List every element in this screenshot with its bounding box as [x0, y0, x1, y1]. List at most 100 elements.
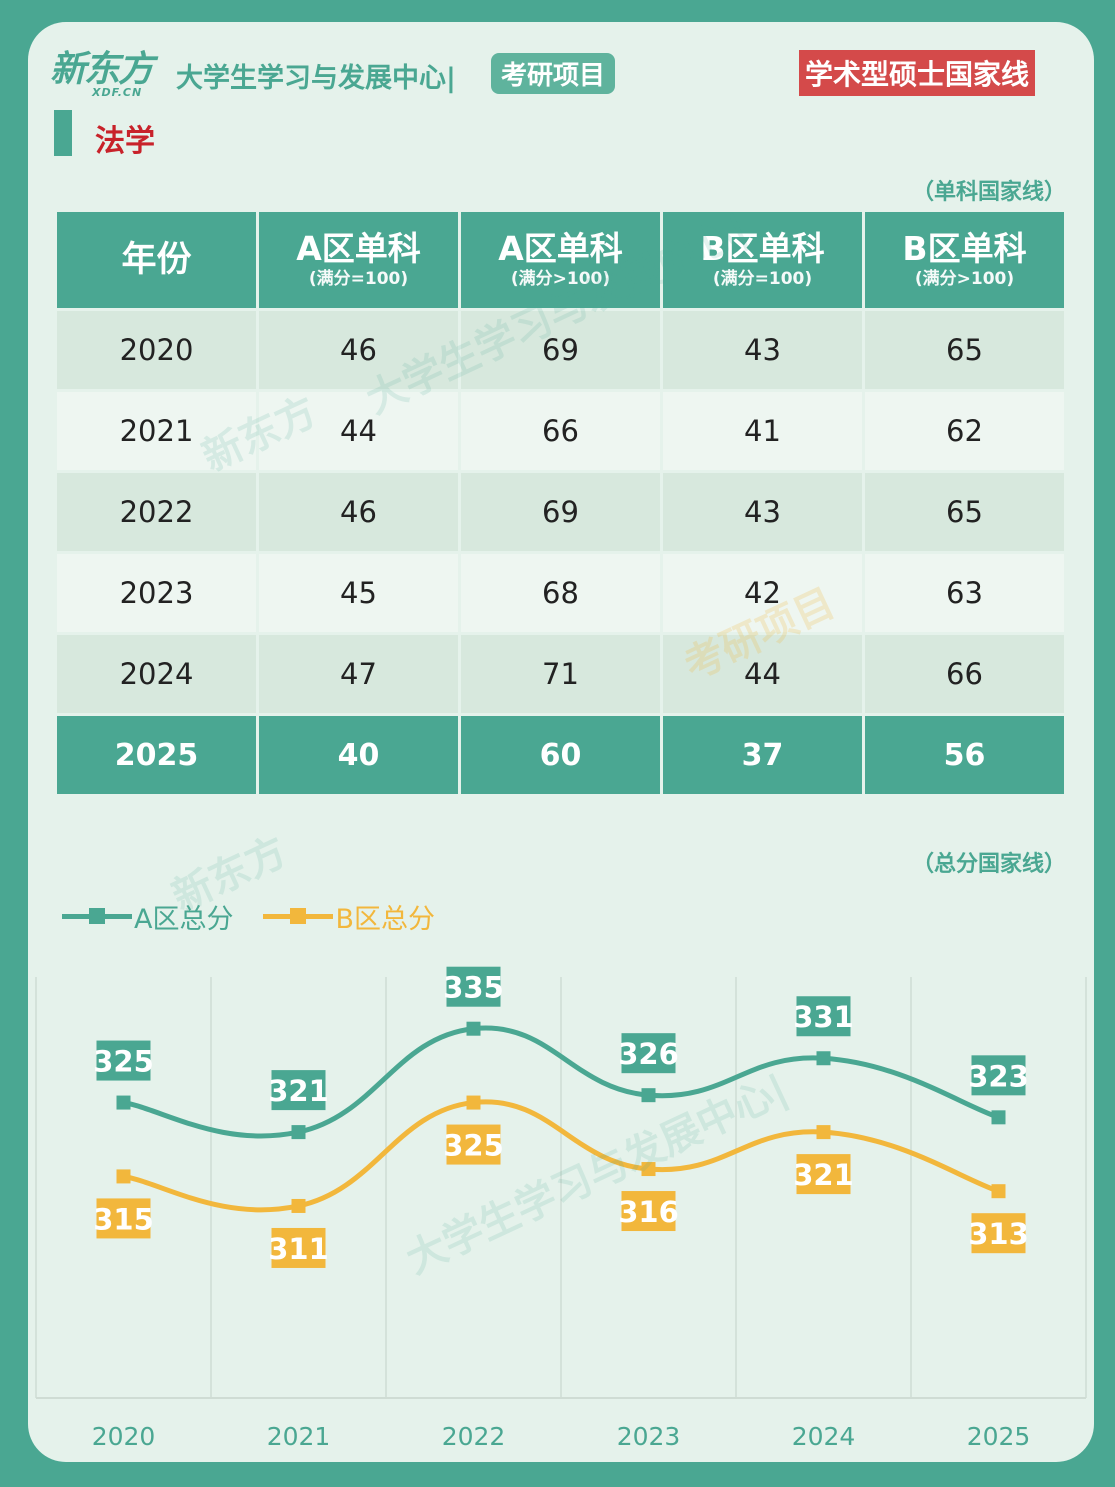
- data-label: 321: [268, 1074, 329, 1108]
- cell-b-100: 41: [660, 389, 865, 473]
- header-a-over100: A区单科 (满分>100): [458, 209, 663, 311]
- data-label-box: [971, 1055, 1026, 1096]
- xdf-logo: 新东方 XDF.CN: [50, 49, 154, 100]
- table-note: （单科国家线）: [911, 180, 1066, 205]
- data-point-marker: [291, 1125, 306, 1140]
- cell-a-over100: 69: [458, 470, 663, 554]
- infographic-card: 新东方 XDF.CN 大学生学习与发展中心| 考研项目 学术型硕士国家线 法学 …: [28, 22, 1094, 1462]
- project-badge: 考研项目: [491, 53, 616, 94]
- x-tick-label: 2022: [442, 1422, 506, 1451]
- chart-note: （总分国家线）: [911, 852, 1066, 877]
- chart-legend: A区总分 B区总分: [62, 897, 465, 936]
- table-header-row: 年份 A区单科 (满分=100) A区单科 (满分>100) B区单科 (满分=100…: [54, 209, 1067, 311]
- table-row: 2021 44 66 41 62: [54, 389, 1067, 473]
- subject-accent-bar: [54, 110, 72, 156]
- data-label-box: [96, 1198, 151, 1239]
- cell-a-over100: 71: [458, 632, 663, 716]
- data-label: 315: [93, 1202, 154, 1236]
- cell-b-100: 43: [660, 308, 865, 392]
- series-line-a: [121, 1025, 1001, 1139]
- cell-b-over100: 62: [862, 389, 1067, 473]
- data-point-marker: [116, 1095, 131, 1110]
- data-label-box: [271, 1227, 326, 1268]
- data-label-box: [971, 1213, 1026, 1254]
- cell-a-100: 46: [256, 308, 461, 392]
- cell-b-100: 43: [660, 470, 865, 554]
- data-label: 321: [793, 1158, 854, 1192]
- data-label-box: [271, 1070, 326, 1111]
- center-name: 大学生学习与发展中心|: [176, 63, 456, 94]
- cell-b-100: 44: [660, 632, 865, 716]
- x-tick-label: 2025: [967, 1422, 1031, 1451]
- legend-label-a: A区总分: [134, 904, 234, 935]
- data-label: 325: [443, 1129, 504, 1163]
- x-tick-label: 2020: [92, 1422, 156, 1451]
- cell-a-100: 47: [256, 632, 461, 716]
- data-label-box: [796, 996, 851, 1037]
- data-label-box: [446, 966, 501, 1007]
- data-label-box: [621, 1191, 676, 1232]
- data-point-marker: [816, 1051, 831, 1066]
- data-label: 316: [618, 1195, 679, 1229]
- header-b-over100: B区单科 (满分>100): [862, 209, 1067, 311]
- data-label: 323: [968, 1059, 1029, 1093]
- cell-year: 2021: [54, 389, 259, 473]
- cell-a-100: 44: [256, 389, 461, 473]
- cell-a-100: 45: [256, 551, 461, 635]
- cell-year: 2023: [54, 551, 259, 635]
- data-point-marker: [116, 1169, 131, 1184]
- data-label: 313: [968, 1217, 1029, 1251]
- cell-b-100: 42: [660, 551, 865, 635]
- legend-label-b: B区总分: [335, 904, 436, 935]
- cell-b-over100: 65: [862, 308, 1067, 392]
- data-point-marker: [466, 1021, 481, 1036]
- series-line-b: [121, 1099, 1001, 1213]
- cell-b-over100: 65: [862, 470, 1067, 554]
- data-point-marker: [991, 1184, 1006, 1199]
- data-label: 335: [443, 971, 504, 1005]
- subject-title: 法学: [95, 124, 155, 159]
- cell-year: 2020: [54, 308, 259, 392]
- header-year: 年份: [54, 209, 259, 311]
- data-label: 325: [93, 1045, 154, 1079]
- x-tick-label: 2024: [792, 1422, 856, 1451]
- data-point-marker: [641, 1088, 656, 1103]
- cell-a-over100: 66: [458, 389, 663, 473]
- cell-a-100: 46: [256, 470, 461, 554]
- table-row: 2020 46 69 43 65: [54, 308, 1067, 392]
- data-label: 326: [618, 1037, 679, 1071]
- data-label-box: [796, 1154, 851, 1195]
- data-label: 331: [793, 1000, 854, 1034]
- cell-a-over100: 69: [458, 308, 663, 392]
- data-point-marker: [641, 1162, 656, 1177]
- single-subject-table: 年份 A区单科 (满分=100) A区单科 (满分>100) B区单科 (满分=100…: [54, 209, 1067, 797]
- cell-b-over100: 66: [862, 632, 1067, 716]
- data-point-marker: [466, 1095, 481, 1110]
- data-label: 311: [268, 1232, 329, 1266]
- cell-year: 2022: [54, 470, 259, 554]
- legend-item-b: B区总分: [263, 897, 435, 936]
- x-tick-label: 2023: [617, 1422, 681, 1451]
- cell-a-over100: 68: [458, 551, 663, 635]
- x-tick-label: 2021: [267, 1422, 331, 1451]
- cell-b-100: 37: [660, 713, 865, 797]
- data-point-marker: [816, 1125, 831, 1140]
- data-label-box: [96, 1040, 151, 1081]
- data-label-box: [621, 1033, 676, 1074]
- data-label-box: [446, 1124, 501, 1165]
- header-a-100: A区单科 (满分=100): [256, 209, 461, 311]
- header-b-100: B区单科 (满分=100): [660, 209, 865, 311]
- table-row: 2024 47 71 44 66: [54, 632, 1067, 716]
- cell-a-100: 40: [256, 713, 461, 797]
- cell-b-over100: 63: [862, 551, 1067, 635]
- legend-swatch-a: [62, 908, 132, 924]
- legend-swatch-b: [263, 908, 334, 924]
- data-point-marker: [291, 1198, 306, 1213]
- cell-a-over100: 60: [458, 713, 663, 797]
- cell-b-over100: 56: [862, 713, 1067, 797]
- data-point-marker: [991, 1110, 1006, 1125]
- cell-year: 2024: [54, 632, 259, 716]
- total-score-line-chart: 2020 2021 2022 2023 2024 2025 325 321 335 326 331 3…: [35, 966, 1087, 1451]
- degree-type-badge: 学术型硕士国家线: [799, 50, 1036, 96]
- table-row: 2023 45 68 42 63: [54, 551, 1067, 635]
